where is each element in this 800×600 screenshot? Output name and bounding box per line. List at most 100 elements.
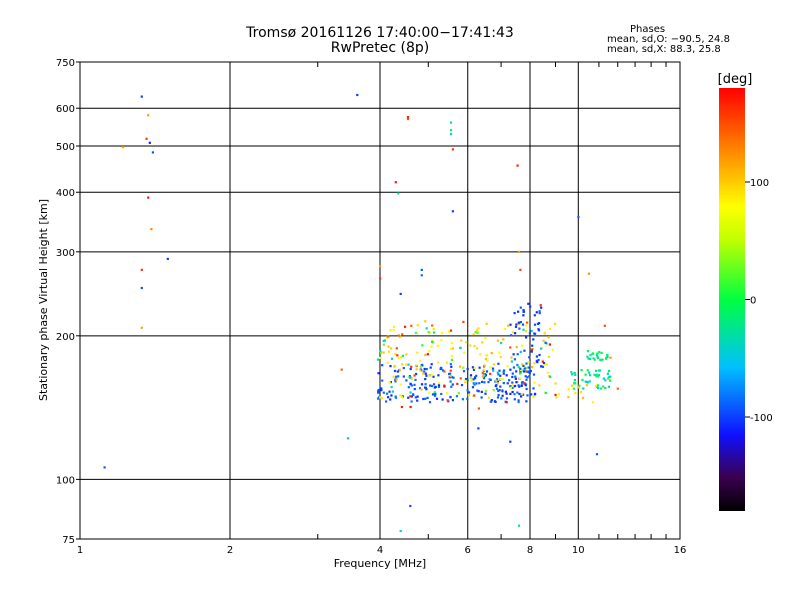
data-point	[524, 375, 527, 378]
data-point	[405, 363, 408, 366]
data-point	[517, 366, 520, 369]
data-point	[544, 391, 547, 395]
data-point	[505, 401, 508, 404]
data-point	[518, 392, 521, 396]
data-point	[545, 363, 548, 366]
y-tick-label: 750	[56, 58, 75, 69]
data-point	[415, 364, 418, 367]
data-point	[380, 387, 383, 390]
data-point	[416, 351, 419, 354]
data-point	[447, 330, 451, 333]
data-point	[532, 373, 536, 376]
data-point	[437, 382, 440, 385]
data-point	[449, 369, 452, 372]
data-point	[461, 398, 464, 401]
data-point	[432, 383, 436, 386]
data-point	[606, 353, 609, 356]
data-point	[527, 370, 530, 373]
data-point	[586, 350, 589, 353]
data-point	[413, 388, 416, 391]
data-point	[511, 331, 515, 334]
data-point	[537, 328, 540, 331]
data-point	[428, 350, 431, 353]
data-point	[514, 375, 517, 378]
data-point	[474, 331, 477, 334]
data-point	[377, 389, 380, 392]
data-point	[520, 384, 523, 387]
data-point	[464, 377, 468, 381]
data-point	[457, 392, 460, 395]
data-point	[509, 368, 512, 371]
data-point	[392, 329, 395, 332]
data-point	[496, 396, 500, 399]
data-point	[567, 396, 570, 399]
data-point	[599, 358, 602, 361]
data-point	[487, 381, 490, 384]
data-point	[166, 257, 169, 260]
data-point	[390, 347, 393, 350]
data-point	[446, 399, 449, 402]
data-point	[516, 363, 519, 367]
data-point	[400, 396, 404, 399]
data-point	[492, 369, 495, 372]
data-point	[476, 389, 479, 392]
data-point	[459, 346, 462, 349]
data-point	[414, 396, 417, 399]
data-point	[526, 321, 529, 324]
data-point	[541, 365, 545, 368]
data-point	[379, 265, 382, 268]
data-point	[523, 370, 526, 373]
x-tick-label: 1	[77, 545, 83, 556]
data-point	[503, 369, 506, 372]
data-point	[548, 343, 551, 346]
data-point	[392, 376, 395, 379]
data-point	[432, 328, 435, 331]
data-point	[428, 374, 431, 377]
data-point	[480, 396, 483, 399]
data-point	[140, 326, 143, 329]
data-point	[571, 384, 574, 387]
colorbar-ticks: 100 0 -100	[745, 178, 773, 424]
data-point	[578, 386, 581, 389]
data-point	[542, 339, 545, 342]
data-point	[588, 380, 591, 383]
data-point	[526, 376, 529, 379]
data-point	[413, 383, 416, 386]
data-point	[499, 378, 502, 381]
data-point	[390, 357, 394, 360]
data-point	[473, 367, 476, 370]
data-point	[500, 341, 503, 345]
data-point	[603, 324, 606, 327]
data-point	[547, 355, 550, 358]
data-point	[538, 384, 541, 387]
data-point	[535, 355, 538, 358]
data-point	[578, 384, 581, 387]
data-point	[471, 366, 474, 369]
data-point	[538, 353, 541, 357]
data-point	[407, 386, 410, 389]
x-tick-label: 16	[674, 545, 687, 556]
data-point	[519, 268, 522, 271]
data-point	[451, 383, 454, 386]
data-point	[505, 397, 509, 400]
data-point	[103, 466, 106, 469]
data-point	[472, 333, 475, 336]
data-point	[426, 353, 429, 356]
data-point	[497, 362, 500, 365]
data-point	[356, 93, 359, 97]
data-point	[399, 335, 402, 338]
data-point	[431, 340, 434, 344]
data-point	[599, 387, 602, 390]
data-point	[577, 215, 580, 219]
data-point	[476, 347, 479, 350]
colorbar-tick-label: 0	[750, 296, 756, 307]
data-point	[401, 363, 404, 366]
data-point	[421, 344, 424, 347]
data-point	[580, 391, 583, 394]
data-point	[573, 379, 576, 382]
data-point	[430, 363, 433, 366]
data-point	[520, 395, 523, 398]
data-point	[410, 400, 413, 403]
data-point	[511, 375, 514, 379]
